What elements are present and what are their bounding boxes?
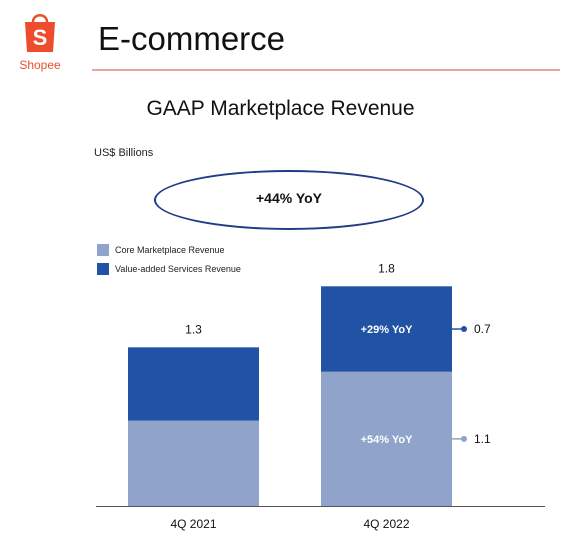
yoy-callout-text: +44% YoY <box>255 190 323 206</box>
legend-swatch-core <box>97 243 109 256</box>
shopee-logo: S Shopee <box>10 10 70 82</box>
growth-label-core: +54% YoY <box>361 434 414 446</box>
growth-label-vas: +29% YoY <box>361 324 414 336</box>
title-divider <box>92 69 560 71</box>
units-label: US$ Billions <box>94 147 154 159</box>
brand-name: Shopee <box>19 58 61 72</box>
legend-item-core: Core Marketplace Revenue <box>97 240 241 259</box>
total-label-2: 1.8 <box>378 261 395 275</box>
total-label-1: 1.3 <box>185 322 202 336</box>
shopping-bag-icon: S <box>25 14 55 52</box>
bar-segment-core-2 <box>321 371 452 506</box>
legend-label-vas: Value-added Services Revenue <box>115 263 241 274</box>
x-tick-label-2: 4Q 2022 <box>363 517 409 531</box>
legend: Core Marketplace Revenue Value-added Ser… <box>97 240 241 278</box>
x-tick-label-1: 4Q 2021 <box>170 517 216 531</box>
value-leader-dot-core <box>461 435 467 442</box>
logo-letter: S <box>33 25 48 50</box>
legend-label-core: Core Marketplace Revenue <box>115 244 225 255</box>
legend-swatch-vas <box>97 262 109 275</box>
value-label-core: 1.1 <box>474 432 491 446</box>
bar-segment-vas-2 <box>321 286 452 372</box>
bar-segment-core-1 <box>128 420 259 506</box>
value-leader-dot-vas <box>461 326 467 333</box>
legend-item-vas: Value-added Services Revenue <box>97 259 241 278</box>
yoy-callout-ellipse <box>154 170 424 230</box>
bar-segment-vas-1 <box>128 347 259 421</box>
chart-title: GAAP Marketplace Revenue <box>146 97 415 120</box>
value-label-vas: 0.7 <box>474 322 491 336</box>
page-title: E-commerce <box>98 20 286 57</box>
